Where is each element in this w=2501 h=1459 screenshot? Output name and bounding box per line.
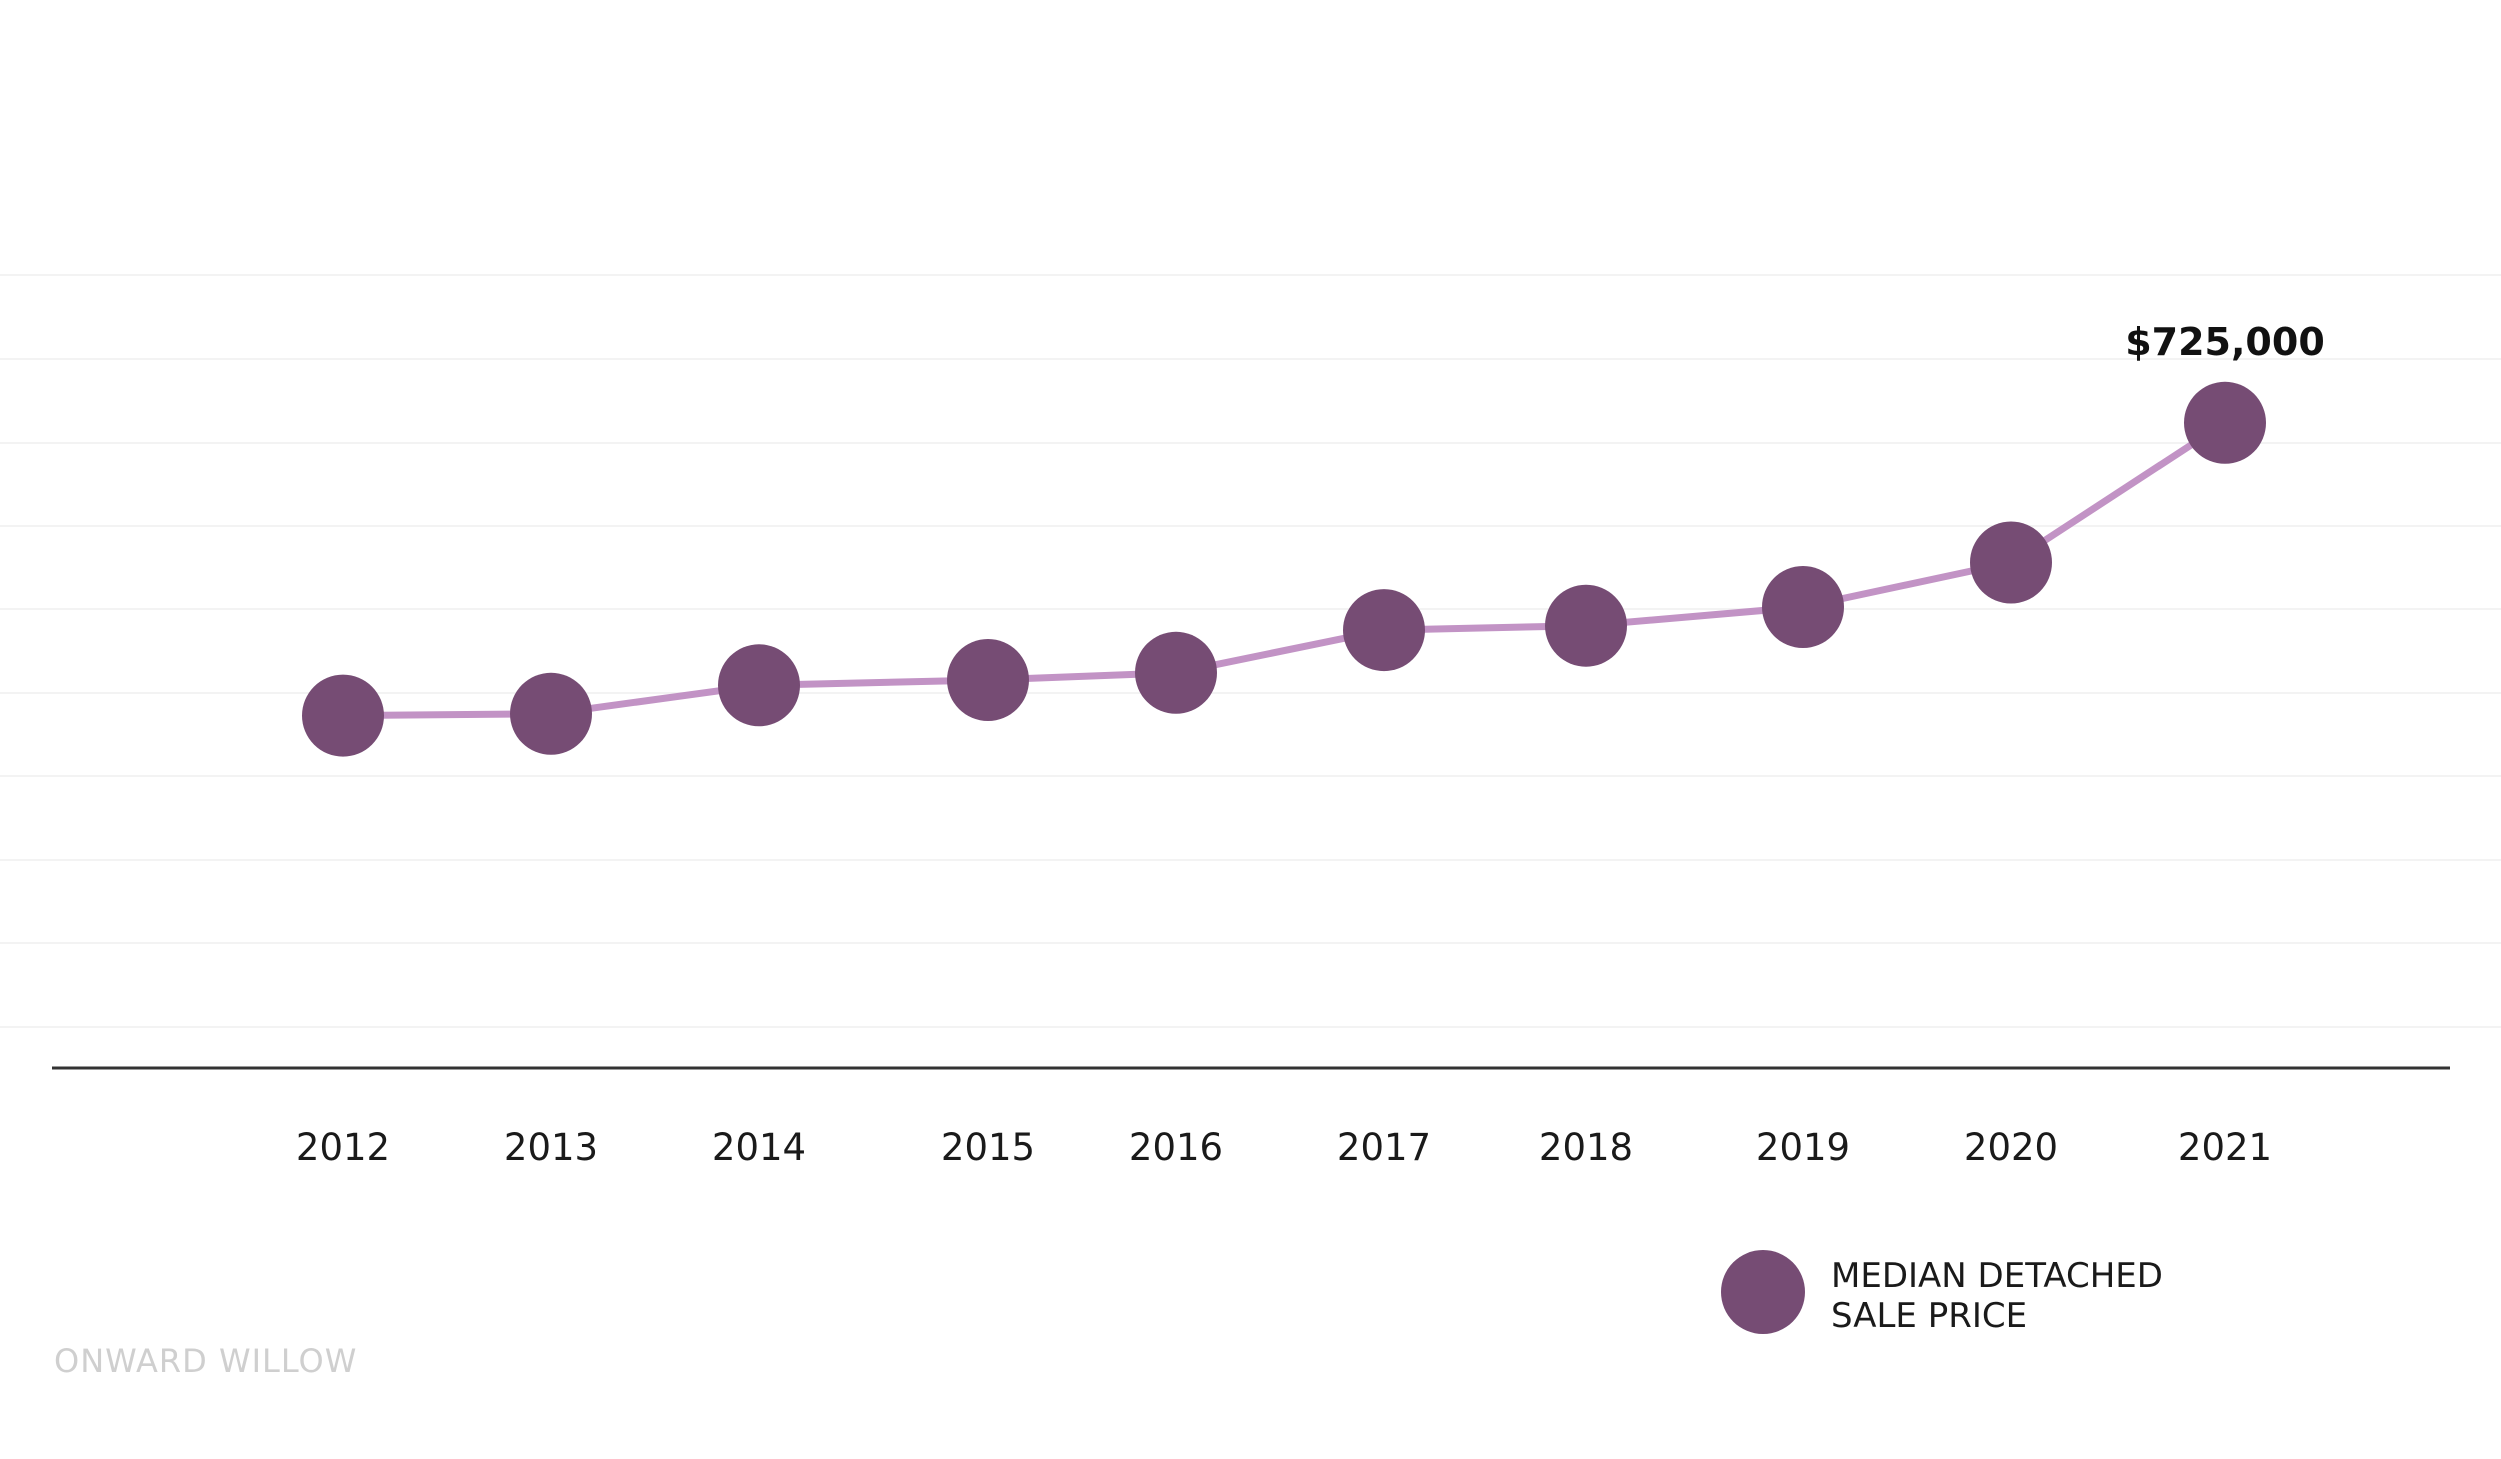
x-tick-label-2015: 2015 — [941, 1126, 1035, 1169]
x-tick-label-2016: 2016 — [1129, 1126, 1223, 1169]
x-tick-label-2020: 2020 — [1964, 1126, 2058, 1169]
x-tick-label-2018: 2018 — [1539, 1126, 1633, 1169]
data-points — [302, 381, 2266, 757]
data-point-2020 — [1970, 521, 2052, 604]
x-tick-label-2014: 2014 — [712, 1126, 806, 1169]
data-labels: $725,000 — [2125, 320, 2325, 364]
data-label-2021: $725,000 — [2125, 320, 2325, 364]
data-point-2021 — [2184, 381, 2266, 464]
watermark-brand: ONWARD WILLOW — [54, 1342, 357, 1380]
gridlines — [0, 274, 2501, 1028]
x-tick-label-2017: 2017 — [1337, 1126, 1431, 1169]
series-line-median-detached-sale-price — [339, 419, 2229, 720]
data-point-2013 — [510, 672, 592, 755]
data-point-2018 — [1545, 584, 1627, 667]
data-point-2015 — [947, 639, 1029, 721]
data-point-2019 — [1762, 566, 1844, 648]
x-tick-label-2021: 2021 — [2178, 1126, 2272, 1169]
legend-label-line-2: SALE PRICE — [1831, 1296, 2027, 1336]
data-point-2016 — [1135, 631, 1217, 714]
legend: MEDIAN DETACHED SALE PRICE — [1721, 1250, 2163, 1336]
x-tick-labels: 2012 2013 2014 2015 2016 2017 2018 2019 2020 2021 — [296, 1126, 2272, 1169]
x-tick-label-2013: 2013 — [504, 1126, 598, 1169]
data-point-2012 — [302, 674, 384, 757]
legend-label-line-1: MEDIAN DETACHED — [1831, 1256, 2163, 1296]
x-tick-label-2012: 2012 — [296, 1126, 390, 1169]
legend-swatch — [1721, 1250, 1805, 1334]
data-point-2014 — [718, 644, 800, 727]
data-point-2017 — [1343, 589, 1425, 672]
x-tick-label-2019: 2019 — [1756, 1126, 1850, 1169]
